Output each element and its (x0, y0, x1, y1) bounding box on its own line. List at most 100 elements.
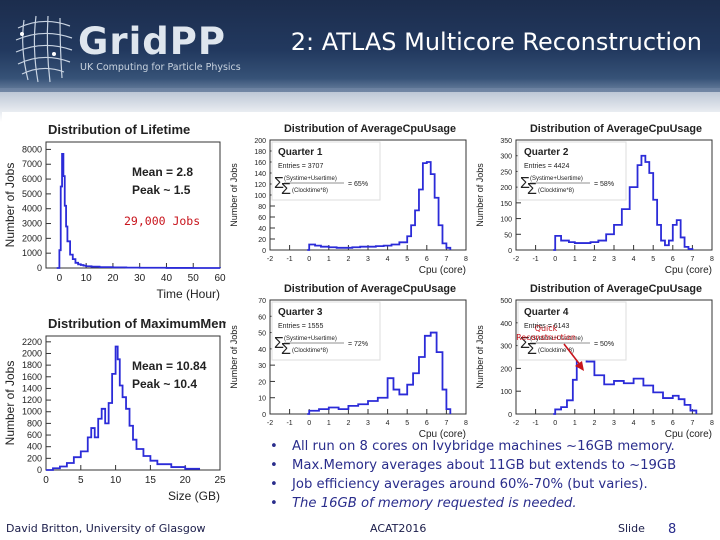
x-tick-label: 10 (110, 475, 122, 486)
lifetime-histogram: Distribution of Lifetime0100020003000400… (2, 112, 228, 304)
histogram-series (553, 317, 698, 415)
x-tick-label: 1 (573, 420, 577, 427)
efficiency-value: = 72% (348, 341, 368, 348)
x-tick-label: 7 (444, 256, 448, 263)
y-axis-label: Number of Jobs (475, 163, 485, 227)
quick-reconstruction-line2: Reconstruction (516, 333, 576, 342)
x-tick-label: -2 (267, 256, 273, 263)
histogram-series (307, 161, 452, 251)
y-tick-label: 1800 (22, 360, 42, 370)
x-tick-label: 2 (346, 420, 350, 427)
stats-box (517, 141, 627, 201)
y-axis-label: Number of Jobs (3, 361, 17, 446)
quarter-label: Quarter 3 (278, 307, 323, 318)
x-tick-label: 3 (366, 256, 370, 263)
quick-reconstruction-arrow-icon (563, 343, 584, 371)
quarter-label: Quarter 2 (524, 147, 569, 158)
x-tick-label: -1 (286, 420, 292, 427)
y-tick-label: 100 (500, 217, 512, 224)
y-tick-label: 4000 (22, 204, 42, 214)
x-tick-label: 40 (161, 273, 173, 284)
x-tick-label: 0 (307, 420, 311, 427)
bullet-item: • Max.Memory averages about 11GB but exte… (270, 456, 710, 475)
x-tick-label: 6 (425, 256, 429, 263)
y-tick-label: 180 (254, 149, 266, 156)
formula-denominator: (Clocktime*8) (538, 188, 574, 194)
chart-title: Distribution of MaximumMemory (48, 316, 228, 331)
x-tick-label: 0 (553, 420, 557, 427)
y-tick-label: 100 (500, 389, 512, 396)
y-axis-label: Number of Jobs (229, 163, 239, 227)
footer-author: David Britton, University of Glasgow (6, 522, 206, 535)
x-tick-label: -2 (513, 420, 519, 427)
y-tick-label: 400 (500, 321, 512, 328)
y-tick-label: 140 (254, 171, 266, 178)
stat-label: Mean = 2.8 (132, 165, 193, 179)
bullet-item: • Job efficiency averages around 60%-70% … (270, 475, 710, 494)
y-tick-label: 400 (27, 442, 42, 452)
stats-box (271, 301, 381, 361)
y-tick-label: 5000 (22, 189, 42, 199)
y-tick-label: 40 (258, 226, 266, 233)
quarter-label: Quarter 4 (524, 307, 569, 318)
cpu-usage-quarter1-histogram: Distribution of AverageCpuUsage020406080… (226, 112, 474, 277)
x-tick-label: -1 (532, 256, 538, 263)
y-tick-label: 350 (500, 138, 512, 145)
entries-label: Entries = 4424 (524, 163, 569, 170)
entries-label: Entries = 1555 (278, 323, 323, 330)
x-tick-label: 5 (405, 420, 409, 427)
x-tick-label: -1 (286, 256, 292, 263)
chart-title: Distribution of AverageCpuUsage (530, 123, 702, 135)
x-tick-label: 4 (386, 256, 390, 263)
y-tick-label: 0 (37, 465, 42, 475)
histogram-series (553, 154, 694, 251)
efficiency-value: = 58% (594, 181, 614, 188)
quarter-label: Quarter 1 (278, 147, 323, 158)
y-tick-label: 800 (27, 418, 42, 428)
y-tick-label: 2000 (22, 348, 42, 358)
x-axis-label: Time (Hour) (156, 287, 220, 301)
y-tick-label: 2200 (22, 337, 42, 347)
y-tick-label: 0 (508, 248, 512, 255)
chart-title: Distribution of AverageCpuUsage (284, 123, 456, 135)
cpu-usage-quarter2-histogram: Distribution of AverageCpuUsage050100150… (472, 112, 720, 277)
x-tick-label: 2 (346, 256, 350, 263)
x-tick-label: 3 (612, 256, 616, 263)
x-tick-label: 30 (134, 273, 146, 284)
x-tick-label: 0 (57, 273, 63, 284)
x-tick-label: -1 (532, 420, 538, 427)
histogram-series (307, 331, 452, 415)
sum-symbol: Σ (520, 335, 530, 352)
histogram-series (56, 152, 221, 269)
formula-denominator: (Clocktime*8) (292, 188, 328, 194)
bullet-list: • All run on 8 cores on Ivybridge machine… (270, 437, 710, 513)
x-tick-label: 7 (690, 256, 694, 263)
y-tick-label: 8000 (22, 144, 42, 154)
x-tick-label: 6 (671, 256, 675, 263)
x-tick-label: 4 (632, 256, 636, 263)
x-tick-label: 5 (405, 256, 409, 263)
x-tick-label: 60 (214, 273, 226, 284)
chart-title: Distribution of AverageCpuUsage (284, 283, 456, 295)
stat-label: Mean = 10.84 (132, 359, 207, 373)
y-tick-label: 1200 (22, 395, 42, 405)
formula-denominator: (Clocktime*8) (538, 348, 574, 354)
bullet-text: Job efficiency averages around 60%-70% (… (292, 477, 648, 492)
slide-number: 8 (668, 522, 677, 537)
histogram-series (46, 345, 201, 471)
x-tick-label: 3 (366, 420, 370, 427)
y-tick-label: 200 (27, 453, 42, 463)
jobs-count-annotation: 29,000 Jobs (124, 214, 201, 228)
sum-symbol: Σ (527, 181, 537, 198)
y-tick-label: 600 (27, 430, 42, 440)
x-axis-label: Size (GB) (168, 489, 220, 503)
plot-background (2, 112, 228, 304)
bullet-item: • The 16GB of memory requested is needed. (270, 494, 710, 513)
x-tick-label: 4 (632, 420, 636, 427)
bullet-dot-icon: • (270, 496, 278, 511)
y-axis-label: Number of Jobs (475, 325, 485, 389)
formula-numerator: (Systime+Usertime) (530, 176, 583, 182)
y-tick-label: 30 (258, 363, 266, 370)
x-tick-label: 5 (651, 420, 655, 427)
